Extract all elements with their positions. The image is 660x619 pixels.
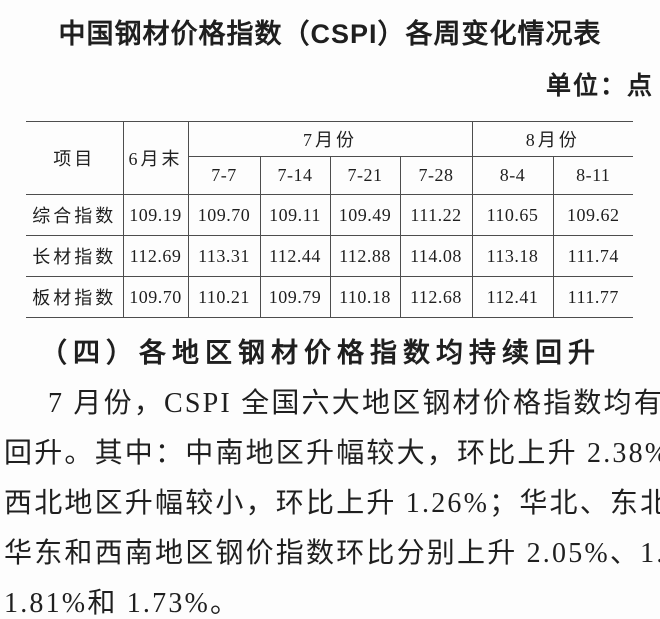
cell-value: 111.22 [399,194,473,236]
document-title: 中国钢材价格指数（CSPI）各周变化情况表 [58,19,602,49]
cell-value: 109.79 [259,276,331,318]
col-header-week: 7-14 [259,156,331,195]
paragraph-line: 1.81%和 1.73%。 [4,588,241,619]
cell-value: 112.41 [471,276,554,318]
row-label: 板材指数 [26,276,124,318]
table-row-composite-index: 综合指数 109.19 109.70 109.11 109.49 111.22 … [26,194,633,236]
table-row-long-products-index: 长材指数 112.69 113.31 112.44 112.88 114.08 … [26,235,633,277]
cell-value: 109.49 [329,194,401,236]
cell-value: 110.21 [187,276,261,318]
cell-value: 110.18 [329,276,401,318]
cell-value: 109.62 [552,194,633,236]
table-header-row-weeks: 7-7 7-14 7-21 7-28 8-4 8-11 [26,156,633,195]
cspi-weekly-table: 项目 6月末 7月份 8月份 7-7 7-14 7-21 7-28 8-4 8-… [26,121,633,318]
cell-value: 111.77 [552,276,633,318]
cell-value: 110.65 [471,194,554,236]
cell-value: 112.68 [399,276,473,318]
table-row-flat-products-index: 板材指数 109.70 110.21 109.79 110.18 112.68 … [26,276,633,318]
col-header-july-group: 7月份 [187,121,473,157]
paragraph-line: 西北地区升幅较小，环比上升 1.26%；华北、东北、 [4,488,660,519]
paragraph-line: 回升。其中：中南地区升幅较大，环比上升 2.38%； [4,438,660,469]
cell-value: 112.69 [122,235,189,277]
section-heading: （四）各地区钢材价格指数均持续回升 [40,338,601,368]
row-label: 综合指数 [26,194,124,236]
paragraph-line: 华东和西南地区钢价指数环比分别上升 2.05%、1.73% [4,538,660,569]
col-header-week: 8-4 [471,156,554,195]
col-header-week: 7-21 [329,156,401,195]
paragraph-line: 7 月份，CSPI 全国六大地区钢材价格指数均有所 [48,388,660,419]
cell-value: 112.88 [329,235,401,277]
col-header-week: 7-7 [187,156,261,195]
col-header-week: 7-28 [399,156,473,195]
cell-value: 109.19 [122,194,189,236]
cell-value: 111.74 [552,235,633,277]
unit-label: 单位：点 [545,72,654,100]
col-header-august-group: 8月份 [471,121,633,157]
table-header-row-groups: 项目 6月末 7月份 8月份 [26,121,633,195]
cell-value: 114.08 [399,235,473,277]
cell-value: 109.70 [122,276,189,318]
body-paragraph: 7 月份，CSPI 全国六大地区钢材价格指数均有所 回升。其中：中南地区升幅较大… [4,379,660,619]
col-header-june: 6月末 [122,121,189,195]
col-header-week: 8-11 [552,156,633,195]
cell-value: 112.44 [259,235,331,277]
cell-value: 109.70 [187,194,261,236]
cell-value: 113.18 [471,235,554,277]
cell-value: 113.31 [187,235,261,277]
col-header-item: 项目 [26,121,124,195]
cell-value: 109.11 [259,194,331,236]
row-label: 长材指数 [26,235,124,277]
